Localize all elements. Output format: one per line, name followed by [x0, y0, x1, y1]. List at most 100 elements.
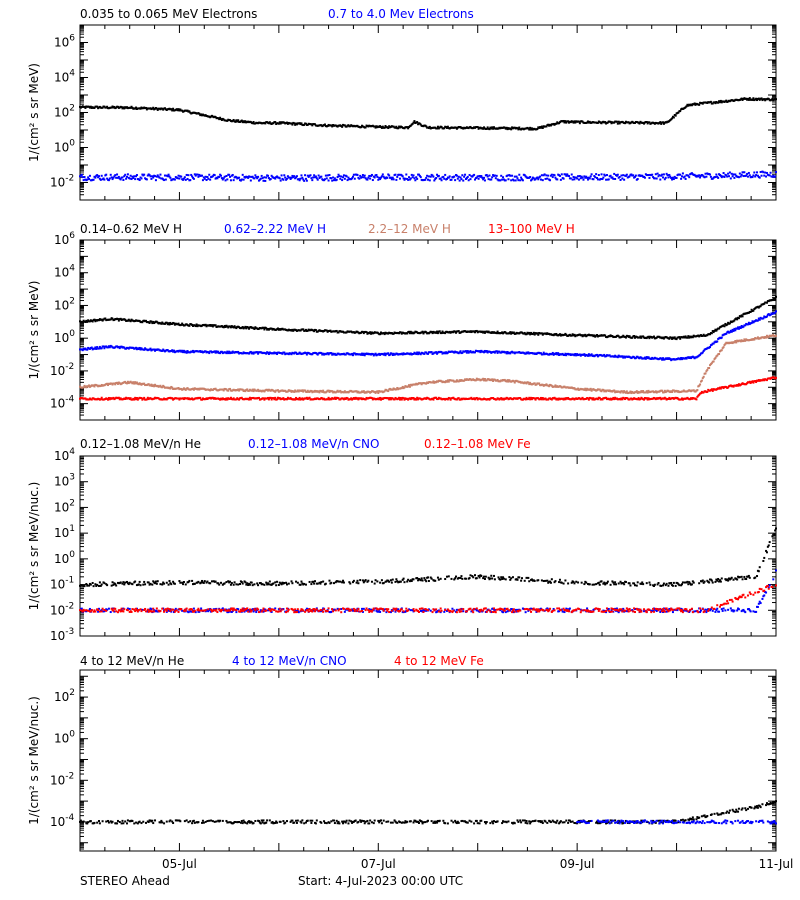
data-point — [425, 176, 428, 179]
data-point — [196, 173, 199, 176]
data-point — [774, 298, 777, 301]
data-point — [378, 352, 381, 355]
data-point — [117, 175, 120, 178]
data-point — [140, 397, 143, 400]
data-point — [81, 176, 84, 179]
data-point — [711, 330, 714, 333]
data-point — [592, 397, 595, 400]
data-point — [653, 177, 656, 180]
data-point — [638, 336, 641, 339]
data-point — [418, 174, 421, 177]
data-point — [588, 177, 591, 180]
data-point — [267, 396, 270, 399]
data-point — [278, 121, 281, 124]
data-point — [634, 174, 637, 177]
data-point — [282, 178, 285, 181]
data-point — [301, 389, 304, 392]
data-point — [361, 176, 364, 179]
data-point — [226, 350, 229, 353]
data-point — [616, 173, 619, 176]
data-point — [591, 398, 594, 401]
data-point — [744, 324, 747, 327]
data-point — [592, 178, 595, 181]
data-point — [172, 350, 175, 353]
data-point — [145, 398, 148, 401]
data-point — [688, 176, 691, 179]
data-point — [655, 177, 658, 180]
data-point — [555, 332, 558, 335]
data-point — [208, 352, 211, 355]
data-point — [696, 389, 699, 392]
data-point — [590, 397, 593, 400]
data-point — [728, 331, 731, 334]
data-point — [100, 347, 103, 350]
data-point — [130, 105, 133, 108]
data-point — [343, 177, 346, 180]
data-point — [327, 179, 330, 182]
data-point — [382, 175, 385, 178]
data-point — [288, 176, 291, 179]
data-point — [739, 175, 742, 178]
data-point — [86, 320, 89, 323]
data-point — [369, 331, 372, 334]
data-point — [622, 391, 625, 394]
data-point — [138, 319, 141, 322]
data-point — [503, 378, 506, 381]
data-point — [165, 321, 168, 324]
data-point — [107, 346, 110, 349]
data-point — [743, 171, 746, 174]
data-point — [166, 175, 169, 178]
data-point — [201, 174, 204, 177]
data-point — [282, 397, 285, 400]
data-point — [648, 337, 651, 340]
data-point — [714, 176, 717, 179]
data-point — [412, 121, 415, 124]
data-point — [506, 350, 509, 353]
data-point — [610, 122, 613, 125]
data-point — [300, 174, 303, 177]
data-point — [585, 389, 588, 392]
data-point — [671, 391, 674, 394]
data-point — [355, 390, 358, 393]
data-point — [439, 177, 442, 180]
data-point — [135, 346, 138, 349]
data-point — [256, 177, 259, 180]
data-point — [639, 391, 642, 394]
data-point — [392, 178, 395, 181]
data-point — [432, 175, 435, 178]
data-point — [310, 123, 313, 126]
data-point — [263, 398, 266, 401]
data-point — [135, 398, 138, 401]
data-point — [389, 176, 392, 179]
data-point — [408, 176, 411, 179]
data-point — [97, 176, 100, 179]
data-point — [417, 398, 420, 401]
data-point — [674, 114, 677, 117]
data-point — [197, 175, 200, 178]
data-point — [523, 331, 526, 334]
data-point — [339, 177, 342, 180]
data-point — [188, 110, 191, 113]
data-point — [168, 175, 171, 178]
data-point — [670, 336, 673, 339]
data-point — [720, 336, 723, 339]
data-point — [255, 176, 258, 179]
data-point — [729, 177, 732, 180]
data-point — [726, 323, 729, 326]
data-point — [501, 178, 504, 181]
data-point — [504, 397, 507, 400]
data-point — [748, 174, 751, 177]
data-point — [390, 178, 393, 181]
data-point — [495, 174, 498, 177]
data-point — [564, 352, 567, 355]
data-point — [433, 179, 436, 182]
data-point — [675, 338, 678, 341]
data-point — [359, 174, 362, 177]
data-point — [455, 126, 458, 129]
data-point — [241, 173, 244, 176]
data-point — [304, 352, 307, 355]
data-point — [533, 397, 536, 400]
data-point — [589, 387, 592, 390]
data-point — [145, 178, 148, 181]
data-point — [586, 120, 589, 123]
